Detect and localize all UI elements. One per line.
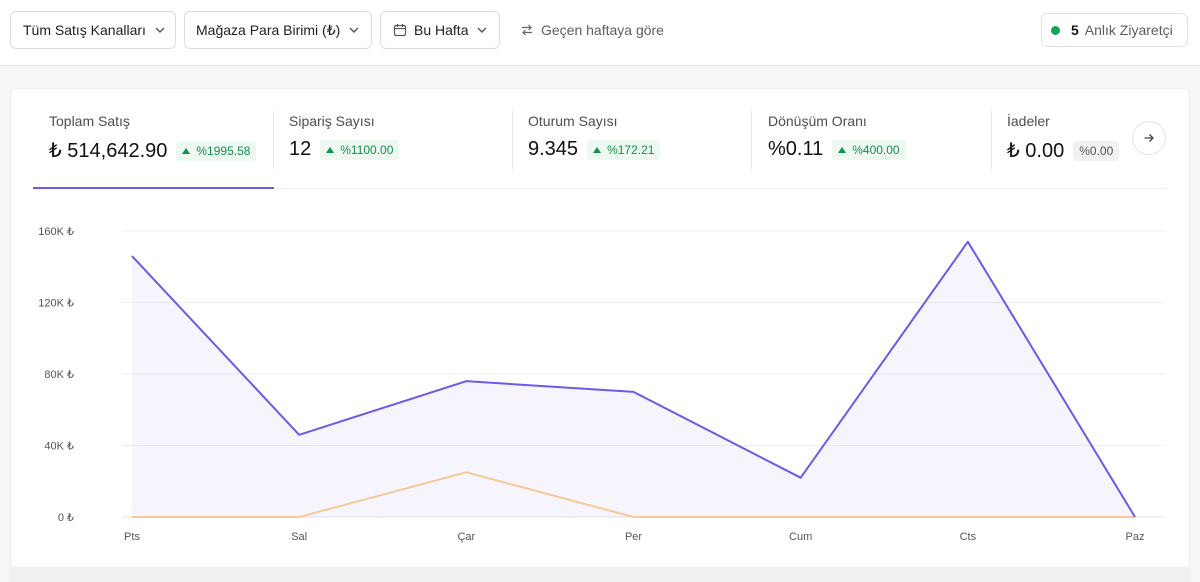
change-value: %1995.58 xyxy=(196,143,251,158)
filter-bar: Tüm Satış Kanalları Mağaza Para Birimi (… xyxy=(0,0,1200,66)
x-tick-label: Pts xyxy=(124,531,140,543)
metric-value: 12 xyxy=(289,138,312,160)
chevron-down-icon xyxy=(349,27,359,33)
y-tick-label: 120K ₺ xyxy=(38,298,74,310)
tabs-baseline xyxy=(33,188,1166,189)
change-value: %400.00 xyxy=(852,142,900,157)
calendar-icon xyxy=(393,24,407,37)
series-area-fill xyxy=(132,241,1135,517)
live-status-dot xyxy=(1051,25,1060,35)
live-visitor-label: Anlık Ziyaretçi xyxy=(1084,22,1173,38)
arrow-up-icon xyxy=(593,146,602,153)
arrow-up-icon xyxy=(326,146,335,153)
arrow-right-icon xyxy=(1144,134,1154,142)
metric-value: ₺ 0.00 xyxy=(1007,140,1065,162)
change-badge: %1100.00 xyxy=(320,139,400,160)
metric-order-count[interactable]: Sipariş Sayısı 12 %1100.00 xyxy=(289,113,400,161)
currency-dropdown[interactable]: Mağaza Para Birimi (₺) xyxy=(184,11,372,49)
date-range-label: Bu Hafta xyxy=(414,22,469,38)
live-visitors-badge[interactable]: 5 Anlık Ziyaretçi xyxy=(1041,13,1188,47)
change-badge: %1995.58 xyxy=(176,140,257,161)
metric-label: Toplam Satış xyxy=(49,113,130,129)
sales-channel-label: Tüm Satış Kanalları xyxy=(23,22,146,38)
y-tick-label: 160K ₺ xyxy=(38,226,74,238)
x-tick-label: Cum xyxy=(789,531,812,543)
sales-chart: 160K ₺ 120K ₺ 80K ₺ 40K ₺ 0 ₺ Pts Sal Çar Per Cum… xyxy=(38,226,1165,543)
compare-label: Geçen haftaya göre xyxy=(541,22,664,38)
arrow-up-icon xyxy=(182,147,191,154)
chevron-down-icon xyxy=(155,27,165,33)
swap-arrows-icon xyxy=(522,24,532,36)
current-series-line xyxy=(131,240,1136,518)
date-range-dropdown[interactable]: Bu Hafta xyxy=(380,11,500,49)
metric-value: %0.11 xyxy=(768,138,824,160)
chevron-down-icon xyxy=(477,27,487,33)
metric-label: İadeler xyxy=(1007,113,1050,129)
active-tab-indicator xyxy=(33,187,274,189)
metric-label: Dönüşüm Oranı xyxy=(768,113,867,129)
next-section-edge xyxy=(10,568,1190,582)
metric-divider xyxy=(512,111,513,169)
x-tick-label: Cts xyxy=(960,531,977,543)
metric-divider xyxy=(991,111,992,169)
change-badge: %400.00 xyxy=(832,139,906,160)
x-tick-label: Paz xyxy=(1126,531,1145,543)
next-metrics-button[interactable] xyxy=(1132,121,1166,155)
comparison-series-line xyxy=(132,471,1135,518)
metric-value: ₺ 514,642.90 xyxy=(49,140,168,162)
metric-divider xyxy=(751,111,752,169)
y-tick-label: 40K ₺ xyxy=(44,441,74,453)
metric-label: Sipariş Sayısı xyxy=(289,113,375,129)
metric-returns[interactable]: İadeler ₺ 0.00 %0.00 xyxy=(1007,113,1120,163)
change-badge: %172.21 xyxy=(587,139,661,160)
metric-total-sales[interactable]: Toplam Satış ₺ 514,642.90 %1995.58 xyxy=(49,113,257,163)
compare-toggle[interactable]: Geçen haftaya göre xyxy=(520,11,664,49)
live-visitor-count: 5 xyxy=(1071,22,1079,38)
metric-label: Oturum Sayısı xyxy=(528,113,618,129)
y-tick-label: 0 ₺ xyxy=(58,512,74,524)
change-badge: %0.00 xyxy=(1073,140,1120,161)
metric-divider xyxy=(273,111,274,169)
sales-channel-dropdown[interactable]: Tüm Satış Kanalları xyxy=(10,11,176,49)
x-tick-label: Per xyxy=(625,531,642,543)
metric-session-count[interactable]: Oturum Sayısı 9.345 %172.21 xyxy=(528,113,661,161)
x-tick-label: Çar xyxy=(457,531,475,543)
arrow-up-icon xyxy=(838,146,847,153)
metric-value: 9.345 xyxy=(528,138,579,160)
metric-conversion-rate[interactable]: Dönüşüm Oranı %0.11 %400.00 xyxy=(768,113,906,161)
currency-label: Mağaza Para Birimi (₺) xyxy=(196,21,341,38)
change-value: %0.00 xyxy=(1079,143,1114,158)
change-value: %172.21 xyxy=(607,142,655,157)
x-tick-label: Sal xyxy=(291,531,307,543)
y-tick-label: 80K ₺ xyxy=(44,369,74,381)
sales-overview-card: Toplam Satış ₺ 514,642.90 %1995.58 Sipar… xyxy=(10,88,1190,568)
change-value: %1100.00 xyxy=(340,142,394,157)
